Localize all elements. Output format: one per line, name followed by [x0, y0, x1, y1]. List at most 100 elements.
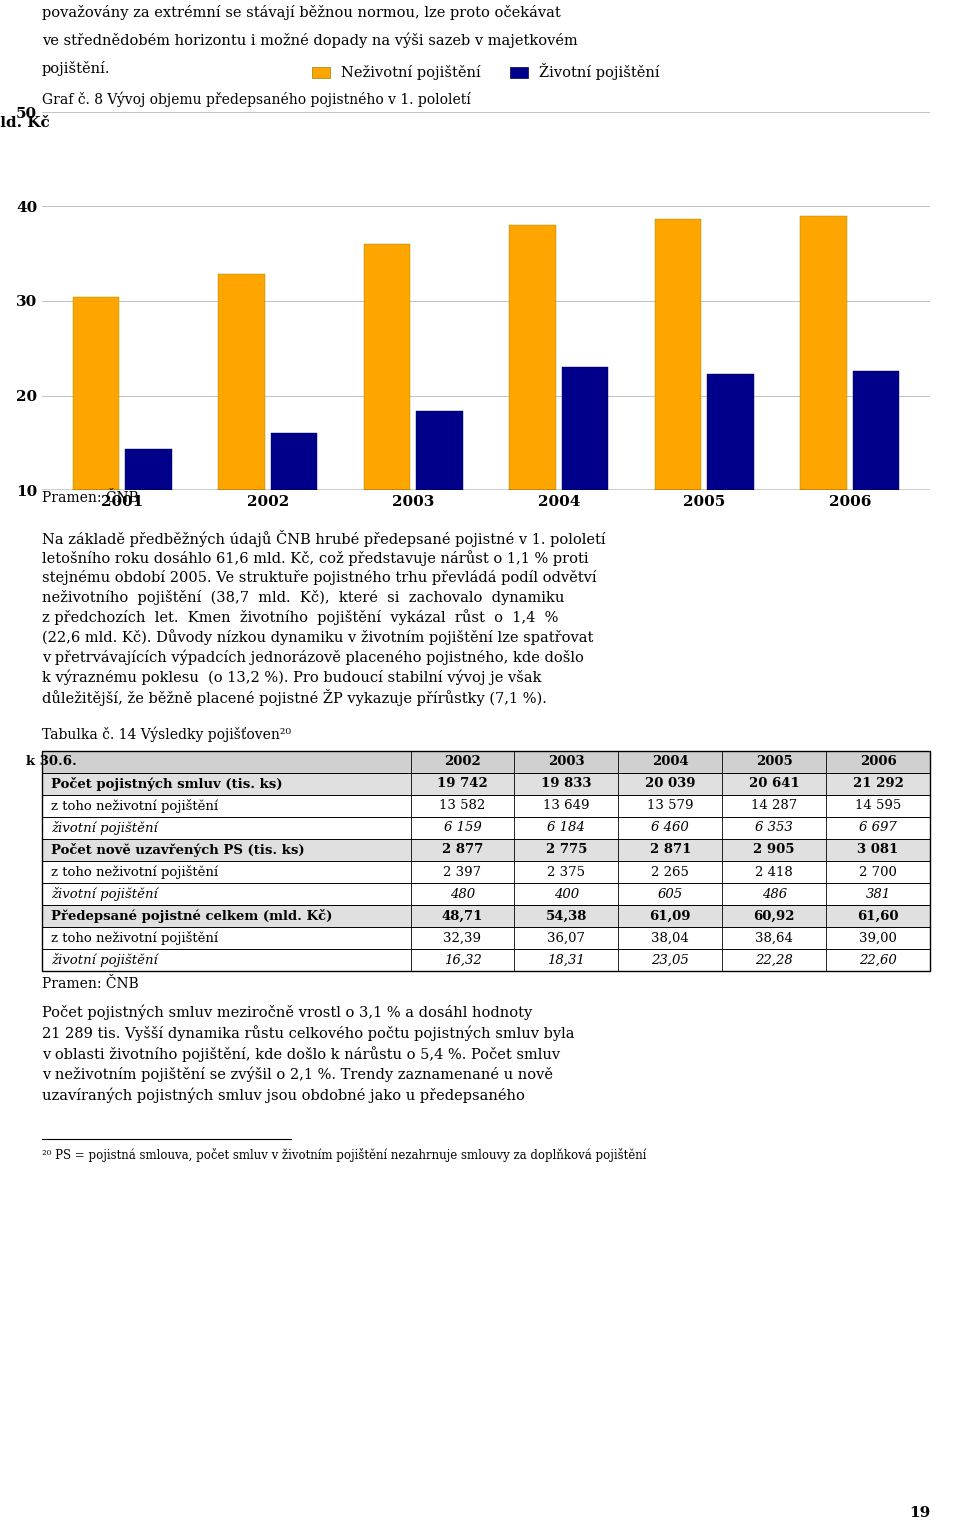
Text: 6 159: 6 159 — [444, 821, 481, 835]
Text: 38,04: 38,04 — [652, 931, 689, 945]
Text: životní pojištění: životní pojištění — [51, 953, 157, 967]
Text: z toho neživotní pojištění: z toho neživotní pojištění — [51, 931, 218, 945]
Text: 61,09: 61,09 — [650, 910, 691, 922]
Text: Počet pojistných smluv meziročně vrostl o 3,1 % a dosáhl hodnoty: Počet pojistných smluv meziročně vrostl … — [42, 1005, 532, 1021]
Text: 16,32: 16,32 — [444, 953, 481, 967]
Text: považovány za extrémní se stávají běžnou normou, lze proto očekávat: považovány za extrémní se stávají běžnou… — [42, 5, 561, 20]
Text: Pramen: ČNB: Pramen: ČNB — [42, 490, 139, 506]
Bar — [42, 773, 930, 795]
Text: 2 700: 2 700 — [859, 865, 897, 879]
Bar — [42, 927, 930, 948]
Bar — [42, 948, 930, 971]
Text: 19 742: 19 742 — [437, 778, 488, 790]
Text: ve střednědobém horizontu i možné dopady na výši sazeb v majetkovém: ve střednědobém horizontu i možné dopady… — [42, 32, 578, 49]
Bar — [42, 861, 930, 882]
Text: 61,60: 61,60 — [857, 910, 899, 922]
Text: 20 641: 20 641 — [749, 778, 800, 790]
Text: 20 039: 20 039 — [645, 778, 695, 790]
Text: 3 081: 3 081 — [857, 844, 899, 856]
Bar — [42, 818, 930, 839]
Text: 2 397: 2 397 — [444, 865, 482, 879]
Text: 36,07: 36,07 — [547, 931, 586, 945]
Text: pojištění.: pojištění. — [42, 61, 110, 75]
Bar — [801, 217, 847, 584]
Text: 23,05: 23,05 — [652, 953, 689, 967]
Bar — [42, 839, 930, 861]
Text: 480: 480 — [450, 887, 475, 901]
Text: Počet nově uzavřených PS (tis. ks): Počet nově uzavřených PS (tis. ks) — [51, 842, 304, 858]
Text: v oblasti životního pojištění, kde došlo k nárůstu o 5,4 %. Počet smluv: v oblasti životního pojištění, kde došlo… — [42, 1047, 560, 1062]
Text: v přetrvávajících výpadcích jednorázově placeného pojistného, kde došlo: v přetrvávajících výpadcích jednorázově … — [42, 649, 584, 666]
Text: neživotního  pojištění  (38,7  mld.  Kč),  které  si  zachovalo  dynamiku: neživotního pojištění (38,7 mld. Kč), kt… — [42, 590, 564, 604]
Text: 2 905: 2 905 — [754, 844, 795, 856]
Text: 6 184: 6 184 — [547, 821, 586, 835]
Bar — [42, 882, 930, 905]
Text: 22,28: 22,28 — [756, 953, 793, 967]
Text: 2003: 2003 — [548, 756, 585, 768]
Text: 19: 19 — [909, 1506, 930, 1520]
Text: stejnému období 2005. Ve struktuře pojistného trhu převládá podíl odvětví: stejnému období 2005. Ve struktuře pojis… — [42, 570, 596, 584]
Text: z toho neživotní pojištění: z toho neživotní pojištění — [51, 865, 218, 879]
Text: k výraznému poklesu  (o 13,2 %). Pro budoucí stabilní vývoj je však: k výraznému poklesu (o 13,2 %). Pro budo… — [42, 669, 541, 684]
Bar — [416, 412, 463, 584]
Text: 2005: 2005 — [756, 756, 793, 768]
Bar — [655, 220, 702, 584]
Text: 6 697: 6 697 — [859, 821, 897, 835]
Text: 13 579: 13 579 — [647, 799, 693, 813]
Text: 39,00: 39,00 — [859, 931, 897, 945]
Text: Tabulka č. 14 Výsledky pojišťoven²⁰: Tabulka č. 14 Výsledky pojišťoven²⁰ — [42, 727, 291, 742]
Text: 38,64: 38,64 — [756, 931, 793, 945]
Text: z toho neživotní pojištění: z toho neživotní pojištění — [51, 799, 218, 813]
Text: životní pojištění: životní pojištění — [51, 821, 157, 835]
Bar — [364, 244, 410, 584]
Bar — [271, 433, 317, 584]
Text: Počet pojistných smluv (tis. ks): Počet pojistných smluv (tis. ks) — [51, 778, 282, 792]
Text: mld. Kč: mld. Kč — [0, 115, 50, 129]
Bar — [562, 367, 609, 584]
Text: 6 353: 6 353 — [756, 821, 793, 835]
Text: 14 287: 14 287 — [751, 799, 798, 813]
Text: 32,39: 32,39 — [444, 931, 482, 945]
Text: 22,60: 22,60 — [859, 953, 897, 967]
Text: k 30.6.: k 30.6. — [26, 756, 76, 768]
Text: životní pojištění: životní pojištění — [51, 887, 157, 901]
Bar — [42, 752, 930, 773]
Legend: Neživotní pojištění, Životní pojištění: Neživotní pojištění, Životní pojištění — [308, 58, 664, 85]
Text: 21 289 tis. Vyšší dynamika růstu celkového počtu pojistných smluv byla: 21 289 tis. Vyšší dynamika růstu celkové… — [42, 1025, 574, 1042]
Text: 6 460: 6 460 — [652, 821, 689, 835]
Text: 2 871: 2 871 — [650, 844, 691, 856]
Bar — [42, 905, 930, 927]
Text: Předepsané pojistné celkem (mld. Kč): Předepsané pojistné celkem (mld. Kč) — [51, 908, 332, 924]
Text: 2006: 2006 — [859, 756, 897, 768]
Text: 2 375: 2 375 — [547, 865, 586, 879]
Text: 2 418: 2 418 — [756, 865, 793, 879]
Text: 13 649: 13 649 — [543, 799, 589, 813]
Bar — [73, 297, 119, 584]
Text: 605: 605 — [658, 887, 683, 901]
Text: 48,71: 48,71 — [442, 910, 483, 922]
Text: 60,92: 60,92 — [754, 910, 795, 922]
Bar — [510, 224, 556, 584]
Text: 14 595: 14 595 — [855, 799, 901, 813]
Text: 18,31: 18,31 — [547, 953, 586, 967]
Text: letošního roku dosáhlo 61,6 mld. Kč, což představuje nárůst o 1,1 % proti: letošního roku dosáhlo 61,6 mld. Kč, což… — [42, 550, 588, 566]
Text: uzavíraných pojistných smluv jsou obdobné jako u předepsaného: uzavíraných pojistných smluv jsou obdobn… — [42, 1087, 525, 1104]
Text: (22,6 mld. Kč). Důvody nízkou dynamiku v životním pojištění lze spatřovat: (22,6 mld. Kč). Důvody nízkou dynamiku v… — [42, 630, 593, 646]
Text: 486: 486 — [761, 887, 786, 901]
Bar — [708, 373, 754, 584]
Text: 13 582: 13 582 — [440, 799, 486, 813]
Bar — [125, 449, 172, 584]
Text: 381: 381 — [866, 887, 891, 901]
Text: Graf č. 8 Vývoj objemu předepsaného pojistného v 1. pololetí: Graf č. 8 Vývoj objemu předepsaného poji… — [42, 91, 470, 106]
Bar — [852, 370, 900, 584]
Text: z předchozích  let.  Kmen  životního  pojištění  vykázal  růst  o  1,4  %: z předchozích let. Kmen životního pojišt… — [42, 610, 559, 626]
Text: Na základě předběžných údajů ČNB hrubé předepsané pojistné v 1. pololetí: Na základě předběžných údajů ČNB hrubé p… — [42, 530, 606, 547]
Text: 400: 400 — [554, 887, 579, 901]
Text: ²⁰ PS = pojistná smlouva, počet smluv v životním pojištění nezahrnuje smlouvy za: ²⁰ PS = pojistná smlouva, počet smluv v … — [42, 1148, 646, 1162]
Bar — [218, 274, 265, 584]
Text: 2002: 2002 — [444, 756, 481, 768]
Text: v neživotním pojištění se zvýšil o 2,1 %. Trendy zaznamenané u nově: v neživotním pojištění se zvýšil o 2,1 %… — [42, 1067, 553, 1082]
Text: 2 877: 2 877 — [442, 844, 483, 856]
Text: 19 833: 19 833 — [541, 778, 591, 790]
Text: 21 292: 21 292 — [852, 778, 903, 790]
